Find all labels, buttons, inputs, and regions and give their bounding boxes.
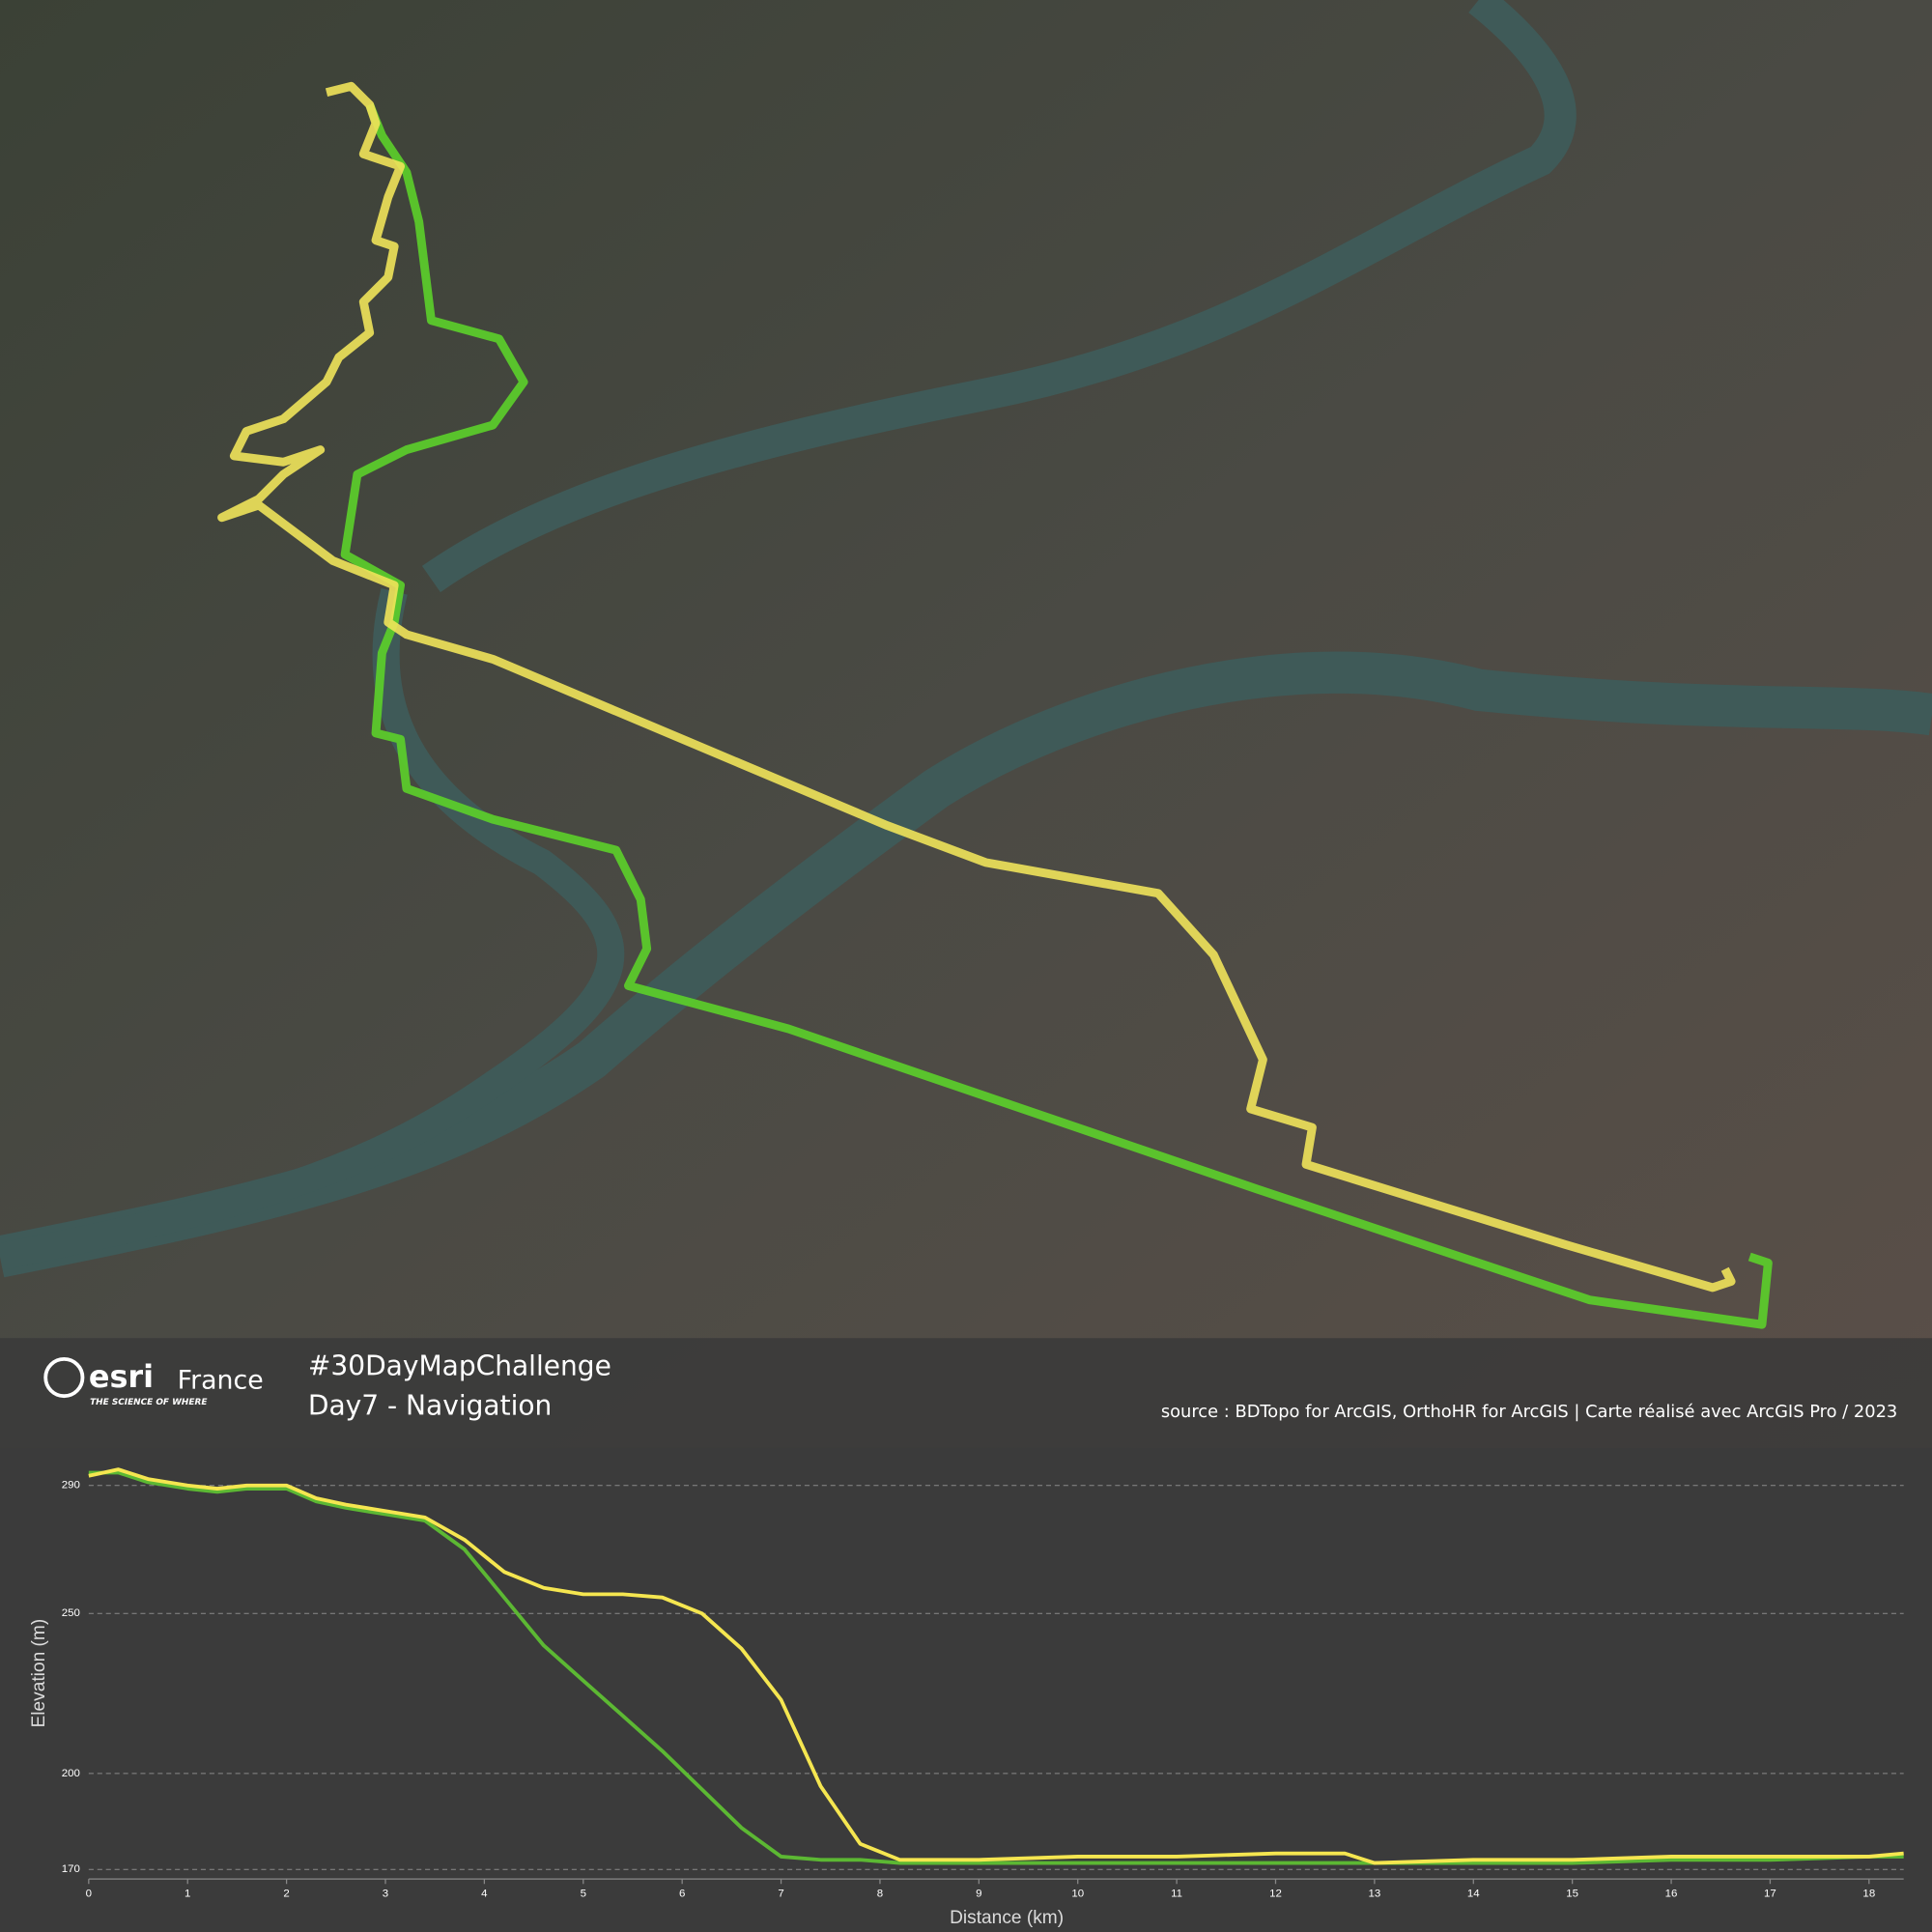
y-tick-label: 290 bbox=[62, 1480, 80, 1492]
map-background bbox=[0, 0, 1932, 1448]
y-tick-label: 170 bbox=[62, 1863, 80, 1875]
x-tick-label: 3 bbox=[383, 1888, 388, 1899]
x-tick-label: 18 bbox=[1862, 1888, 1875, 1899]
x-tick-label: 4 bbox=[481, 1888, 488, 1899]
x-tick-label: 8 bbox=[877, 1888, 883, 1899]
x-tick-label: 5 bbox=[581, 1888, 586, 1899]
elevation-line bbox=[88, 1467, 1904, 1865]
x-tick-label: 9 bbox=[976, 1888, 981, 1899]
x-tick-label: 2 bbox=[283, 1888, 289, 1899]
x-tick-label: 12 bbox=[1269, 1888, 1282, 1899]
y-axis-title: Elevation (m) bbox=[29, 1619, 49, 1728]
source: source : BDTopo for ArcGIS, OrthoHR for … bbox=[1161, 1402, 1897, 1422]
logo-globe bbox=[43, 1356, 85, 1399]
logo-tagline: THE SCIENCE OF WHERE bbox=[90, 1398, 207, 1407]
x-axis-title: Distance (km) bbox=[950, 1908, 1064, 1928]
river bbox=[0, 651, 1932, 1278]
day-title: Day7 - Navigation bbox=[308, 1389, 552, 1421]
green-route bbox=[340, 102, 1773, 1329]
river bbox=[0, 587, 625, 1270]
x-tick-label: 11 bbox=[1171, 1888, 1182, 1899]
x-tick-label: 0 bbox=[86, 1888, 92, 1899]
y-tick-label: 250 bbox=[62, 1607, 80, 1619]
elevation-chart: Distance (km) Elevation (m) 170200250290… bbox=[0, 1447, 1932, 1932]
banner: esri France THE SCIENCE OF WHERE #30DayM… bbox=[0, 1338, 1932, 1448]
x-tick-label: 14 bbox=[1467, 1888, 1480, 1899]
x-tick-label: 15 bbox=[1566, 1888, 1578, 1899]
chart-background bbox=[0, 1447, 1932, 1932]
x-tick-label: 10 bbox=[1071, 1888, 1084, 1899]
x-tick-label: 6 bbox=[679, 1888, 685, 1899]
x-tick-label: 13 bbox=[1369, 1888, 1381, 1899]
hashtag: #30DayMapChallenge bbox=[308, 1350, 611, 1381]
y-tick-label: 200 bbox=[62, 1768, 80, 1779]
map bbox=[0, 0, 1932, 1448]
x-tick-label: 1 bbox=[185, 1888, 190, 1899]
river bbox=[421, 0, 1577, 593]
x-tick-label: 17 bbox=[1764, 1888, 1776, 1899]
logo-text: esri bbox=[89, 1358, 154, 1395]
x-tick-label: 16 bbox=[1665, 1888, 1678, 1899]
x-tick-label: 7 bbox=[778, 1888, 783, 1899]
logo-country: France bbox=[178, 1366, 264, 1396]
yellow-route bbox=[217, 81, 1736, 1293]
banner-background bbox=[0, 1338, 1932, 1448]
